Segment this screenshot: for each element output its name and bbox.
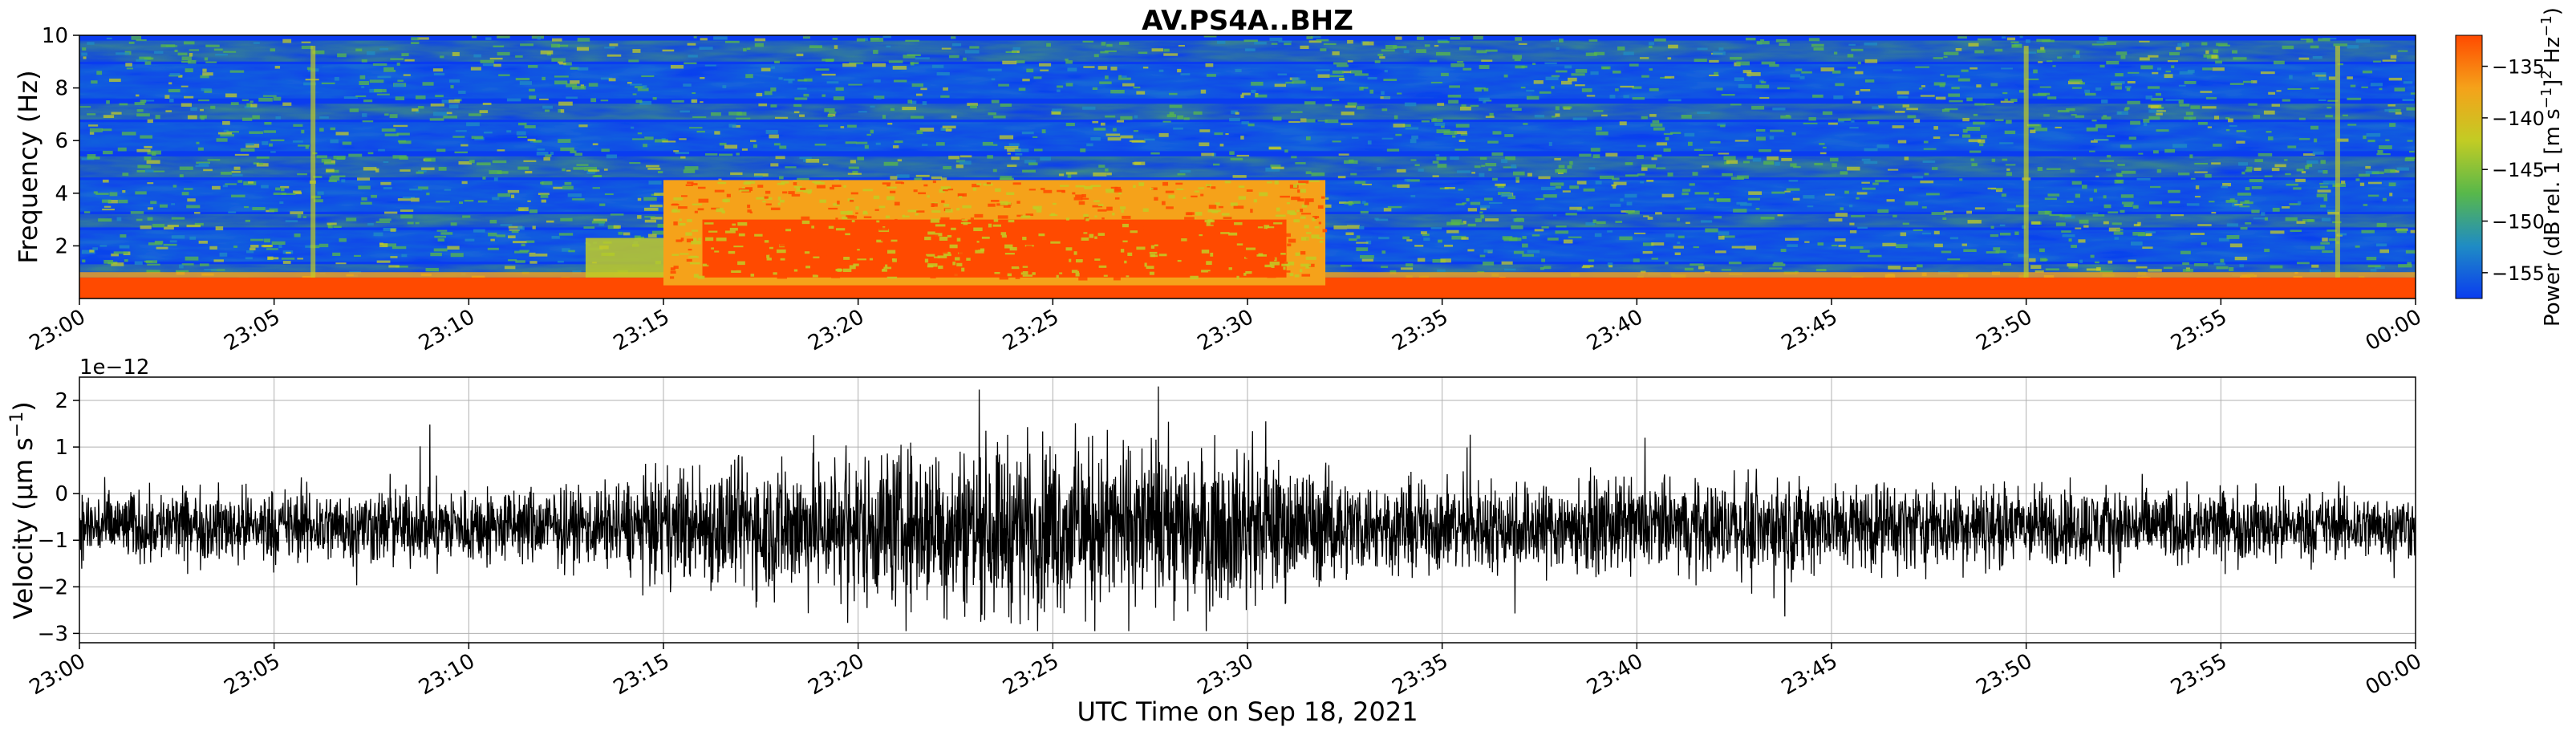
spectrogram-y-ticks: 2 4 6 8 10 [42, 24, 79, 258]
colorbar: −135 −140 −145 −150 −155 Power (dB rel. 1 [m… [2455, 7, 2566, 327]
waveform-y-tick-label: 2 [55, 389, 68, 413]
spectrogram-streak [2023, 46, 2029, 278]
waveform-x-tick-label: 23:00 [26, 649, 90, 700]
spectrogram-x-tick-label: 23:25 [999, 305, 1063, 355]
colorbar-scale [2455, 35, 2483, 299]
waveform-y-tick-label: −3 [38, 622, 68, 646]
waveform-x-tick-label: 23:10 [415, 649, 479, 700]
spectrogram-y-label: Frequency (Hz) [13, 70, 43, 263]
spectrogram-x-tick-label: 23:40 [1583, 305, 1647, 355]
strong-event [585, 180, 1328, 286]
spectrogram-x-tick-label: 23:50 [1972, 305, 2036, 355]
waveform-x-tick-label: 23:45 [1778, 649, 1842, 700]
waveform-x-tick-label: 23:30 [1194, 649, 1258, 700]
spectrogram-x-tick-label: 23:10 [415, 305, 479, 355]
spectrogram-y-tick-label: 10 [42, 24, 68, 48]
spectrogram-x-tick-label: 23:55 [2167, 305, 2231, 355]
colorbar-tick-label: −150 [2492, 211, 2545, 234]
spectrogram-x-tick-label: 23:15 [610, 305, 674, 355]
waveform-x-tick-label: 23:55 [2167, 649, 2231, 700]
colorbar-tick-label: −140 [2492, 108, 2545, 130]
waveform-x-tick-label: 23:05 [220, 649, 284, 700]
waveform-offset-text: 1e−12 [79, 355, 149, 380]
spectrogram-streak [310, 46, 316, 278]
spectrogram-panel: AV.PS4A..BHZ 2 4 6 8 10 23:00 23:05 23:10 23:15… [13, 5, 2426, 355]
spectrogram-x-tick-label: 00:00 [2362, 305, 2426, 355]
spectrogram-band [79, 122, 2416, 152]
colorbar-tick-label: −145 [2492, 159, 2545, 181]
spectrogram-x-tick-label: 23:35 [1388, 305, 1452, 355]
chart-title: AV.PS4A..BHZ [1142, 5, 1353, 37]
waveform-y-tick-label: −2 [38, 575, 68, 599]
spectrogram-x-tick-label: 23:00 [26, 305, 90, 355]
spectrogram-y-tick-label: 6 [55, 129, 68, 153]
waveform-x-tick-label: 23:50 [1972, 649, 2036, 700]
waveform-x-label: UTC Time on Sep 18, 2021 [1077, 696, 1418, 727]
waveform-y-ticks: 2 1 0 −1 −2 −3 [38, 389, 79, 646]
waveform-y-tick-label: −1 [38, 529, 68, 553]
spectrogram-x-ticks: 23:00 23:05 23:10 23:15 23:20 23:25 23:30 23:35… [26, 298, 2426, 355]
colorbar-tick-label: −135 [2492, 56, 2545, 79]
waveform-x-ticks: 23:00 23:05 23:10 23:15 23:20 23:25 23:30 23:35… [26, 643, 2426, 700]
spectrogram-x-tick-label: 23:30 [1194, 305, 1258, 355]
spectrogram-y-tick-label: 2 [55, 234, 68, 258]
spectrogram-band [79, 104, 2416, 120]
waveform-y-tick-label: 0 [55, 482, 68, 506]
waveform-grid [79, 377, 2416, 643]
waveform-y-label: Velocity (µm s−1) [7, 401, 39, 619]
spectrogram-x-tick-label: 23:45 [1778, 305, 1842, 355]
waveform-x-tick-label: 23:35 [1388, 649, 1452, 700]
waveform-x-tick-label: 23:20 [804, 649, 868, 700]
spectrogram-image [79, 35, 2416, 298]
spectrogram-streak [2335, 46, 2340, 278]
colorbar-ticks: −135 −140 −145 −150 −155 [2482, 56, 2545, 285]
spectrogram-y-tick-label: 4 [55, 182, 68, 206]
spectrogram-y-tick-label: 8 [55, 77, 68, 101]
spectrogram-x-tick-label: 23:20 [804, 305, 868, 355]
waveform-y-tick-label: 1 [55, 436, 68, 460]
velocity-trace [79, 386, 2416, 632]
waveform-x-tick-label: 23:25 [999, 649, 1063, 700]
colorbar-tick-label: −155 [2492, 262, 2545, 285]
spectrogram-x-tick-label: 23:05 [220, 305, 284, 355]
waveform-x-tick-label: 23:40 [1583, 649, 1647, 700]
waveform-x-tick-label: 00:00 [2362, 649, 2426, 700]
colorbar-label: Power (dB rel. 1 [m s−1]2 Hz−1) [2538, 7, 2566, 327]
waveform-x-tick-label: 23:15 [610, 649, 674, 700]
waveform-panel: 1e−12 2 1 0 −1 −2 −3 23:00 23:05 23:10 23:15 23:2… [7, 355, 2426, 727]
